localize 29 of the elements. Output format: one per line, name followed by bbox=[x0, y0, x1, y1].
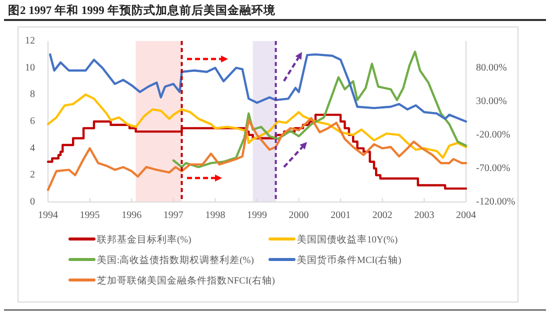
x-tick-label: 1999 bbox=[247, 210, 267, 221]
x-tick-label: 2004 bbox=[456, 210, 476, 221]
y2-tick-label: 80.00% bbox=[476, 62, 507, 74]
chart-title: 图2 1997 年和 1999 年预防式加息前后美国金融环境 bbox=[8, 3, 276, 17]
y-tick-label: 4 bbox=[30, 142, 35, 154]
y2-tick-label: 30.00% bbox=[476, 96, 507, 107]
x-tick-label: 2003 bbox=[414, 210, 434, 221]
legend-label: 联邦基金目标利率(%) bbox=[97, 234, 192, 246]
x-tick-label: 1997 bbox=[163, 210, 184, 221]
x-tick-label: 1994 bbox=[38, 210, 58, 221]
x-tick-label: 1998 bbox=[205, 210, 226, 221]
x-tick-label: 2001 bbox=[330, 210, 351, 221]
y-tick-label: 0 bbox=[30, 196, 35, 208]
x-tick-label: 1996 bbox=[122, 210, 142, 221]
y-tick-label: 12 bbox=[25, 36, 35, 46]
legend-label: 芝加哥联储美国金融条件指数NFCI(右轴) bbox=[97, 274, 275, 286]
y2-tick-label: -70.00% bbox=[476, 162, 510, 174]
y-tick-label: 8 bbox=[30, 89, 35, 100]
x-tick-label: 2000 bbox=[288, 210, 309, 221]
y-tick-label: 10 bbox=[25, 62, 35, 74]
x-tick-label: 1995 bbox=[80, 210, 100, 221]
y2-tick-label: -120.00% bbox=[476, 196, 516, 208]
y-tick-label: 6 bbox=[30, 116, 35, 127]
y-tick-label: 2 bbox=[30, 170, 35, 181]
x-tick-label: 2002 bbox=[372, 210, 392, 221]
legend-label: 美国国债收益率10Y(%) bbox=[297, 234, 398, 246]
legend-label: 美国货币条件MCI(右轴) bbox=[297, 254, 402, 266]
legend-label: 美国:高收益债指数期权调整利差(%) bbox=[97, 254, 254, 266]
y2-tick-label: -20.00% bbox=[476, 129, 510, 140]
